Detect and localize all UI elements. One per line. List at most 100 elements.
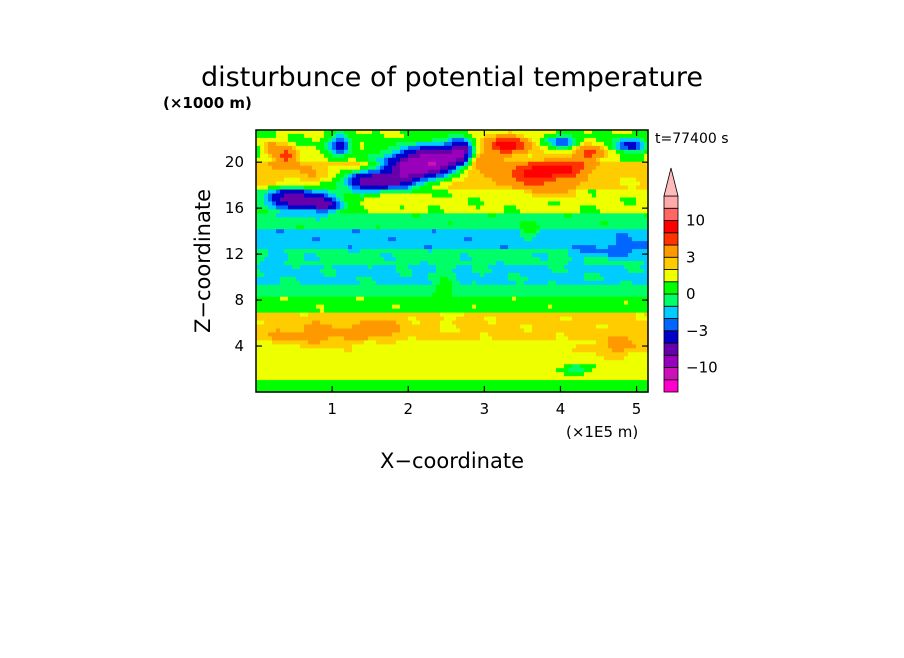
field-cell — [576, 169, 581, 175]
field-cell — [512, 237, 517, 242]
field-cell — [512, 161, 517, 167]
field-cell — [512, 233, 517, 238]
field-cell — [632, 264, 637, 270]
field-cell — [328, 161, 333, 167]
field-cell — [284, 169, 289, 175]
field-cell — [596, 130, 601, 135]
field-cell — [264, 149, 269, 155]
field-cell — [364, 316, 369, 322]
field-cell — [316, 213, 321, 218]
field-cell — [372, 225, 377, 230]
field-cell — [376, 320, 381, 326]
field-cell — [460, 173, 465, 179]
field-cell — [484, 249, 489, 254]
field-cell — [340, 308, 345, 314]
field-cell — [296, 189, 301, 195]
field-cell — [332, 149, 337, 155]
field-cell — [324, 237, 329, 242]
field-cell — [264, 272, 269, 278]
field-cell — [288, 137, 293, 143]
field-cell — [412, 280, 417, 286]
field-cell — [312, 177, 317, 183]
field-cell — [644, 141, 649, 147]
field-cell — [312, 241, 317, 246]
field-cell — [540, 316, 545, 322]
field-cell — [480, 292, 485, 298]
field-cell — [612, 161, 617, 167]
field-cell — [632, 308, 637, 314]
field-cell — [480, 185, 485, 191]
field-cell — [424, 149, 429, 155]
field-cell — [540, 261, 545, 266]
field-cell — [364, 296, 369, 302]
field-cell — [352, 233, 357, 238]
field-cell — [300, 157, 305, 163]
field-cell — [528, 181, 533, 187]
field-cell — [300, 177, 305, 183]
field-cell — [576, 316, 581, 322]
field-cell — [588, 253, 593, 258]
field-cell — [460, 141, 465, 147]
field-cell — [256, 253, 261, 258]
field-cell — [600, 145, 605, 151]
field-cell — [428, 272, 433, 278]
field-cell — [268, 225, 273, 230]
field-cell — [296, 249, 301, 254]
field-cell — [264, 217, 269, 222]
field-cell — [508, 312, 513, 318]
field-cell — [536, 157, 541, 163]
field-cell — [460, 169, 465, 175]
field-cell — [568, 316, 573, 322]
field-cell — [428, 217, 433, 222]
field-cell — [608, 229, 613, 234]
field-cell — [336, 189, 341, 195]
field-cell — [352, 328, 357, 334]
field-cell — [468, 173, 473, 179]
field-cell — [436, 213, 441, 218]
field-cell — [256, 130, 261, 135]
field-cell — [292, 197, 297, 203]
field-cell — [328, 181, 333, 187]
field-cell — [396, 189, 401, 195]
field-cell — [332, 288, 337, 294]
field-cell — [520, 185, 525, 191]
field-cell — [628, 233, 633, 238]
field-cell — [412, 161, 417, 167]
field-cell — [292, 177, 297, 183]
field-cell — [384, 145, 389, 151]
field-cell — [488, 261, 493, 266]
field-cell — [468, 261, 473, 266]
field-cell — [312, 245, 317, 250]
field-cell — [564, 141, 569, 147]
field-cell — [488, 264, 493, 270]
field-cell — [284, 137, 289, 143]
field-cell — [520, 257, 525, 262]
field-cell — [516, 308, 521, 314]
field-cell — [444, 221, 449, 226]
field-cell — [260, 296, 265, 302]
field-cell — [340, 237, 345, 242]
field-cell — [488, 324, 493, 330]
field-cell — [264, 300, 269, 306]
field-cell — [328, 296, 333, 302]
field-cell — [376, 316, 381, 322]
field-cell — [416, 257, 421, 262]
field-cell — [332, 237, 337, 242]
field-cell — [284, 213, 289, 218]
field-cell — [304, 181, 309, 187]
field-cell — [300, 324, 305, 330]
field-cell — [316, 221, 321, 226]
field-cell — [420, 205, 425, 210]
field-cell — [568, 284, 573, 290]
field-cell — [292, 189, 297, 195]
field-cell — [560, 149, 565, 155]
field-cell — [464, 145, 469, 151]
field-cell — [420, 253, 425, 258]
field-cell — [292, 253, 297, 258]
field-cell — [480, 149, 485, 155]
field-cell — [524, 189, 529, 195]
field-cell — [360, 316, 365, 322]
field-cell — [312, 264, 317, 270]
field-cell — [532, 197, 537, 203]
field-cell — [600, 304, 605, 310]
